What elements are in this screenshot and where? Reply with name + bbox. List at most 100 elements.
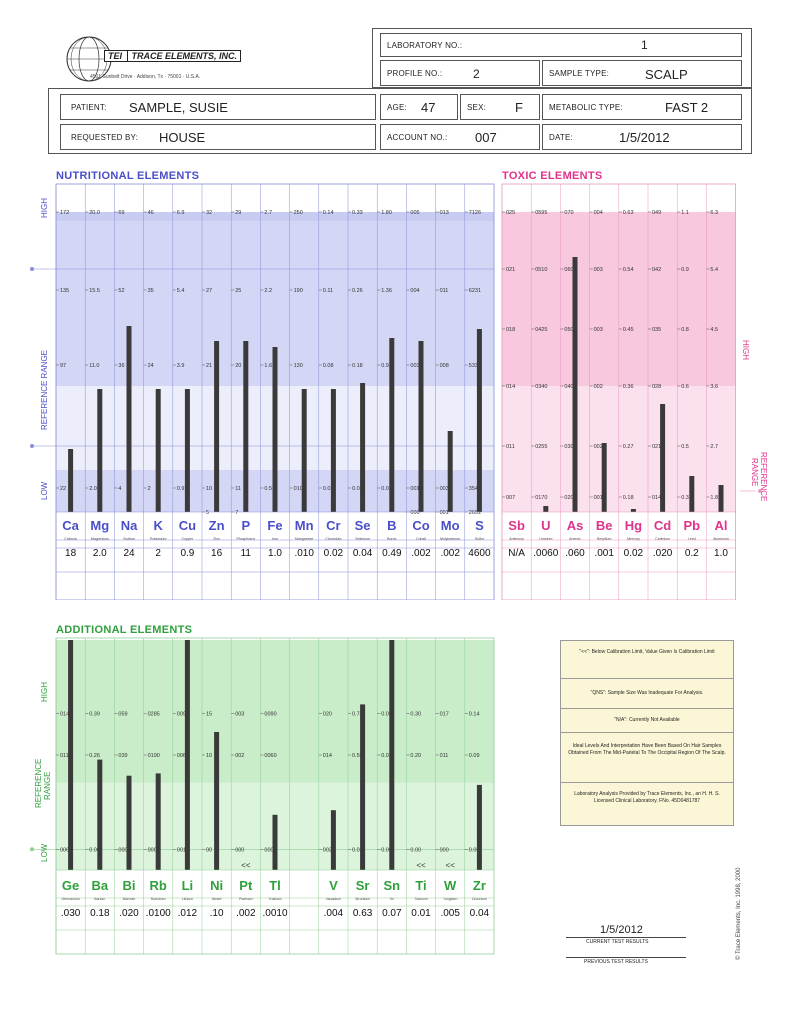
element-value: 1.0	[268, 548, 282, 559]
tick-label: 0.18	[623, 495, 634, 501]
tick-label: 006	[60, 847, 69, 853]
element-value: 0.01	[411, 908, 431, 919]
tick-label: 2.7	[264, 210, 272, 216]
tick-label: 042	[652, 267, 661, 273]
element-name: Selenium	[355, 537, 370, 541]
lab-no-field: LABORATORY NO.: 1	[380, 33, 742, 57]
bar	[97, 759, 103, 870]
element-symbol: Zr	[473, 878, 486, 893]
sample-type-field: SAMPLE TYPE: SCALP	[542, 60, 742, 86]
element-symbol: Cd	[654, 518, 671, 533]
tick-label: 000	[410, 510, 419, 516]
lab-info-box	[372, 28, 752, 88]
sex-field: SEX: F	[460, 94, 540, 120]
tick-label: 013	[440, 210, 449, 216]
age-label: AGE:	[387, 103, 407, 112]
tick-label: 1.6	[264, 363, 272, 369]
note-qns: "QNS": Sample Size Was Inadequate For An…	[561, 679, 733, 709]
tick-label: 0.18	[352, 363, 363, 369]
date-label: DATE:	[549, 133, 573, 142]
metabolic-label: METABOLIC TYPE:	[549, 103, 623, 112]
bar	[184, 389, 190, 512]
tick-label: 059	[118, 712, 127, 718]
age-value: 47	[421, 100, 436, 115]
element-symbol: Mo	[441, 518, 460, 533]
tick-label: 001	[440, 510, 449, 516]
element-value: N/A	[508, 548, 525, 559]
element-symbol: Ba	[91, 878, 108, 893]
bar	[689, 476, 695, 512]
tick-label: 2.2	[264, 288, 272, 294]
element-value: .002	[440, 548, 460, 559]
bar	[330, 810, 336, 870]
element-name: Potassium	[150, 537, 166, 541]
background-band	[56, 212, 494, 221]
tick-label: 001	[410, 486, 419, 492]
tick-label: 11	[235, 486, 241, 492]
tick-label: 0425	[535, 327, 547, 333]
tick-label: 1.80	[381, 210, 392, 216]
tick-label: 004	[410, 288, 419, 294]
element-name: Copper	[182, 537, 194, 541]
tick-label: 014	[323, 753, 332, 759]
element-value: 0.04	[470, 908, 490, 919]
patient-field: PATIENT: SAMPLE, SUSIE	[60, 94, 376, 120]
element-value: .002	[236, 908, 256, 919]
element-symbol: Zn	[209, 518, 225, 533]
tick-label: 0.39	[89, 712, 100, 718]
bar	[389, 640, 395, 870]
tick-label: 070	[564, 210, 573, 216]
reference-dot	[30, 267, 34, 271]
tick-label: 020	[564, 495, 573, 501]
element-value: 0.18	[90, 908, 110, 919]
tick-label: 4	[118, 486, 121, 492]
element-symbol: V	[329, 878, 338, 893]
tick-label: 25	[235, 288, 241, 294]
bar	[68, 640, 74, 870]
bar	[660, 404, 666, 512]
tick-label: 3.9	[177, 363, 185, 369]
element-name: Germanium	[61, 897, 79, 901]
profile-no-label: PROFILE NO.:	[387, 69, 443, 78]
tick-label: 002	[235, 753, 244, 759]
tick-label: 6231	[469, 288, 481, 294]
tick-label: 001	[594, 495, 603, 501]
tick-label: 97	[60, 363, 66, 369]
element-symbol: As	[567, 518, 584, 533]
element-name: Thallium	[268, 897, 281, 901]
element-value: .0100	[146, 908, 171, 919]
tick-label: 003	[594, 327, 603, 333]
tick-label: 190	[294, 288, 303, 294]
bar	[718, 485, 724, 512]
tick-label: 0.91	[381, 363, 392, 369]
bar	[155, 773, 161, 870]
tick-label: 010	[294, 486, 303, 492]
element-symbol: Ca	[62, 518, 79, 533]
tick-label: 011	[506, 444, 515, 450]
element-symbol: K	[154, 518, 164, 533]
element-name: Boron	[387, 537, 396, 541]
tick-label: 004	[594, 210, 603, 216]
tick-label: 32	[206, 210, 212, 216]
tick-label: 008	[440, 363, 449, 369]
tick-label: 10	[206, 753, 212, 759]
tick-label: 22	[60, 486, 66, 492]
tick-label: 0.00	[410, 847, 421, 853]
element-value: 0.49	[382, 548, 402, 559]
tick-label: 014	[60, 712, 69, 718]
tick-label: 1.1	[681, 210, 689, 216]
bar	[476, 329, 482, 512]
element-symbol: Na	[121, 518, 138, 533]
element-value: 0.02	[324, 548, 344, 559]
tick-label: 24	[148, 363, 154, 369]
element-value: 24	[123, 548, 135, 559]
element-symbol: P	[241, 518, 250, 533]
element-name: Molybdenum	[440, 537, 460, 541]
current-test-line	[566, 937, 686, 938]
element-name: Zirconium	[472, 897, 487, 901]
element-value: 0.2	[685, 548, 699, 559]
tick-label: 0.02	[323, 486, 334, 492]
bar	[214, 341, 220, 512]
tick-label: 0.5	[681, 444, 689, 450]
tick-label: 0285	[148, 712, 160, 718]
